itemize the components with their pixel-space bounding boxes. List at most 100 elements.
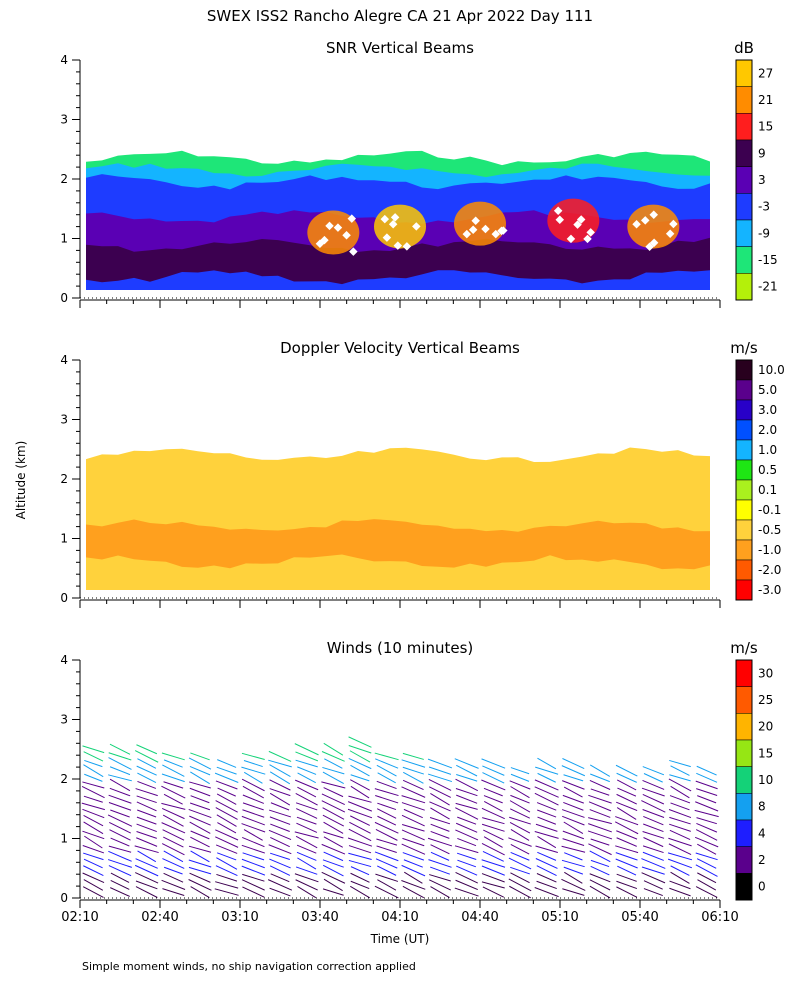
wind-barb <box>83 879 104 891</box>
wind-barb <box>695 801 719 812</box>
wind-barb <box>83 821 104 835</box>
wind-barb <box>377 865 397 876</box>
wind-barb <box>294 873 319 883</box>
missing-data-cell <box>380 214 390 224</box>
wind-barb <box>375 795 399 804</box>
wind-barb <box>162 814 184 827</box>
wind-barb <box>535 845 558 853</box>
missing-data-cell <box>471 216 480 225</box>
wind-barb <box>668 837 692 847</box>
wind-barb <box>563 786 583 798</box>
wind-barb <box>562 780 585 790</box>
wind-barb <box>137 780 157 789</box>
wind-barb <box>694 809 719 818</box>
wind-barb <box>670 765 690 776</box>
wind-barb <box>137 758 157 769</box>
wind-barb <box>616 807 637 820</box>
wind-barb <box>190 771 210 785</box>
wind-barb <box>297 772 316 784</box>
wind-barb <box>696 765 717 776</box>
wind-barb <box>510 866 530 875</box>
wind-barb <box>561 809 585 818</box>
wind-barb <box>269 779 291 791</box>
echo-patch <box>547 198 600 243</box>
wind-barb <box>295 866 318 875</box>
wind-barb <box>375 758 399 769</box>
wind-barb <box>642 845 664 854</box>
x-tick-label: 05:40 <box>621 910 658 925</box>
wind-barb <box>350 815 370 826</box>
colorbar-swatch <box>735 846 753 874</box>
colorbar-label: 15 <box>758 120 773 134</box>
figure-title: SWEX ISS2 Rancho Alegre CA 21 Apr 2022 D… <box>207 7 593 25</box>
wind-barb <box>429 801 451 812</box>
colorbar-label: 8 <box>758 800 766 814</box>
wind-barb <box>136 744 158 755</box>
wind-barb <box>84 835 103 849</box>
wind-barb <box>215 881 239 889</box>
wind-barb <box>215 836 239 848</box>
wind-barb <box>84 759 103 768</box>
wind-barb <box>81 802 105 811</box>
missing-data-cell <box>491 229 501 239</box>
wind-barb <box>537 816 557 825</box>
doppler-colorbar: 10.0 5.0 3.0 2.0 1.0 0.5 0.1 -0.1 -0.5 -1.0 -2.0 -3… <box>735 359 785 601</box>
wind-barb <box>189 787 211 797</box>
wind-barb <box>137 850 157 863</box>
y-tick-label: 3 <box>60 113 68 127</box>
wind-barb <box>510 767 530 775</box>
wind-barb <box>321 871 346 884</box>
wind-barb <box>109 822 131 834</box>
colorbar-swatch <box>735 519 753 541</box>
wind-barb <box>534 779 559 791</box>
wind-barb <box>349 750 371 763</box>
wind-barb <box>404 871 423 884</box>
wind-barb <box>350 885 370 899</box>
wind-barb <box>269 792 291 806</box>
wind-barb <box>217 822 237 834</box>
colorbar-swatch <box>735 479 753 501</box>
wind-barb <box>588 823 612 833</box>
wind-barb <box>642 766 665 776</box>
colorbar-label: 27 <box>758 66 773 80</box>
winds-axes: 0 1 2 3 4 02:10 02:40 03:10 03:40 04:10 04:40 05:10… <box>60 653 738 925</box>
winds-unit: m/s <box>730 639 758 657</box>
wind-barb <box>590 838 610 846</box>
colorbar-swatch <box>735 439 753 461</box>
missing-data-cell <box>390 213 400 222</box>
wind-barb <box>483 829 504 841</box>
missing-data-cell <box>481 224 490 234</box>
wind-barb <box>107 814 133 827</box>
wind-barb <box>482 765 505 776</box>
colorbar-swatch <box>735 793 753 821</box>
colorbar-label: 25 <box>758 693 773 707</box>
colorbar-label: 4 <box>758 826 766 840</box>
wind-barb <box>189 802 211 811</box>
wind-barb <box>270 823 290 832</box>
wind-barb <box>535 766 559 775</box>
colorbar-label: -2.0 <box>758 563 781 577</box>
wind-barb <box>269 865 291 876</box>
wind-barb <box>348 757 372 770</box>
wind-barb <box>350 785 370 799</box>
wind-barb <box>241 879 265 891</box>
wind-barb <box>588 801 612 812</box>
wind-barb <box>643 816 664 826</box>
wind-barb <box>430 844 450 855</box>
wind-barb <box>510 786 530 799</box>
colorbar-label: -3.0 <box>758 583 781 597</box>
colorbar-swatch <box>735 659 753 687</box>
wind-barb <box>322 807 345 820</box>
wind-barb <box>401 786 426 798</box>
wind-barb <box>322 814 344 827</box>
wind-barb <box>483 801 503 812</box>
wind-barb <box>589 873 611 883</box>
wind-barb <box>136 765 157 776</box>
wind-barb <box>696 772 718 783</box>
wind-barb <box>83 858 103 869</box>
wind-barb <box>163 781 184 789</box>
wind-barb <box>589 850 611 863</box>
wind-barb <box>616 873 637 882</box>
y-tick-label: 3 <box>60 713 68 727</box>
